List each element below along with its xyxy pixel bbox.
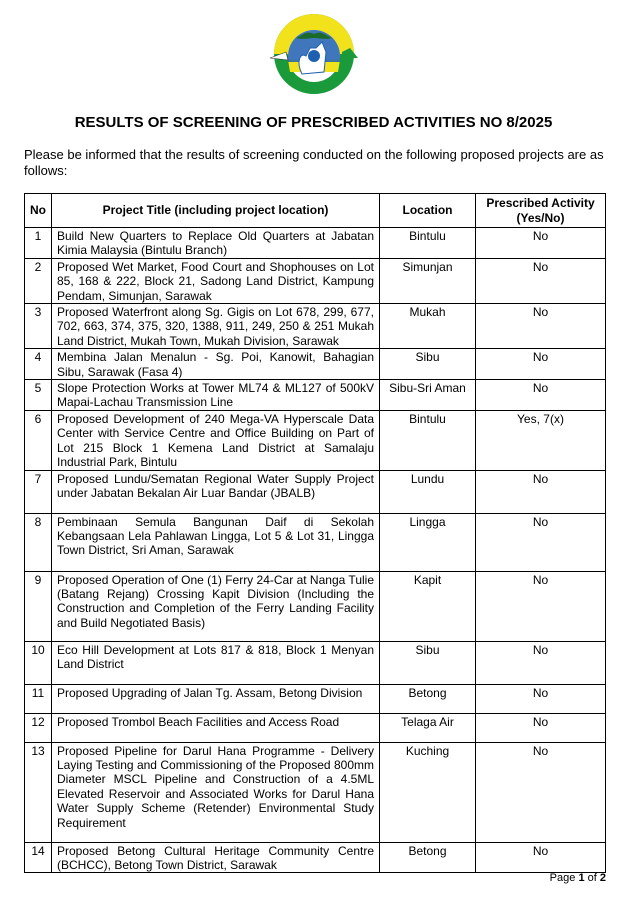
prescribed-activity: No <box>475 303 606 350</box>
row-number: 8 <box>24 512 52 572</box>
row-number: 14 <box>24 841 52 874</box>
row-number: 12 <box>24 712 52 743</box>
project-location: Kuching <box>379 741 476 843</box>
prescribed-activity: No <box>475 469 606 514</box>
project-location: Sibu <box>379 640 476 685</box>
prescribed-activity: No <box>475 227 606 259</box>
table-row: 13 Proposed Pipeline for Darul Hana Progr… <box>24 741 606 843</box>
project-title: Pembinaan Semula Bangunan Daif di Sekola… <box>51 512 380 572</box>
current-page: 1 <box>578 872 585 884</box>
prescribed-activity: No <box>475 640 606 685</box>
project-title: Proposed Pipeline for Darul Hana Program… <box>51 741 380 843</box>
project-location: Simunjan <box>379 257 476 305</box>
prescribed-activity: No <box>475 512 606 572</box>
row-number: 1 <box>24 227 52 259</box>
project-location: Sibu-Sri Aman <box>379 379 476 411</box>
prescribed-activity: No <box>475 379 606 411</box>
screening-results-table: No Project Title (including project loca… <box>24 193 606 874</box>
row-number: 10 <box>24 640 52 685</box>
row-number: 9 <box>24 570 52 642</box>
prescribed-activity: No <box>475 683 606 714</box>
table-row: 6 Proposed Development of 240 Mega-VA Hyp… <box>24 409 606 471</box>
prescribed-activity: Yes, 7(x) <box>475 409 606 471</box>
header-project-title: Project Title (including project locatio… <box>51 193 380 228</box>
table-row: 3 Proposed Waterfront along Sg. Gigis on … <box>24 303 606 350</box>
page-label: Page <box>549 872 576 884</box>
project-title: Membina Jalan Menalun - Sg. Poi, Kanowit… <box>51 348 380 381</box>
project-location: Betong <box>379 841 476 874</box>
header-no: No <box>24 193 52 228</box>
project-location: Telaga Air <box>379 712 476 743</box>
row-number: 11 <box>24 683 52 714</box>
project-location: Lundu <box>379 469 476 514</box>
row-number: 4 <box>24 348 52 381</box>
project-title: Proposed Wet Market, Food Court and Shop… <box>51 257 380 305</box>
project-title: Eco Hill Development at Lots 817 & 818, … <box>51 640 380 685</box>
table-row: 1 Build New Quarters to Replace Old Quart… <box>24 227 606 259</box>
project-title: Proposed Upgrading of Jalan Tg. Assam, B… <box>51 683 380 714</box>
table-row: 5 Slope Protection Works at Tower ML74 & … <box>24 379 606 411</box>
project-title: Proposed Development of 240 Mega-VA Hype… <box>51 409 380 471</box>
prescribed-activity: No <box>475 570 606 642</box>
project-title: Slope Protection Works at Tower ML74 & M… <box>51 379 380 411</box>
document-title: RESULTS OF SCREENING OF PRESCRIBED ACTIV… <box>74 114 553 131</box>
of-label: of <box>587 872 597 884</box>
table-row: 11 Proposed Upgrading of Jalan Tg. Assam,… <box>24 683 606 714</box>
table-row: 2 Proposed Wet Market, Food Court and Sho… <box>24 257 606 305</box>
row-number: 13 <box>24 741 52 843</box>
intro-paragraph: Please be informed that the results of s… <box>24 147 604 178</box>
project-title: Build New Quarters to Replace Old Quarte… <box>51 227 380 259</box>
total-pages: 2 <box>599 872 606 884</box>
row-number: 7 <box>24 469 52 514</box>
prescribed-activity: No <box>475 348 606 381</box>
header-prescribed-activity: Prescribed Activity (Yes/No) <box>475 193 606 228</box>
row-number: 3 <box>24 303 52 350</box>
page-number: Page 1 of 2 <box>550 872 606 884</box>
table-row: 12 Proposed Trombol Beach Facilities and … <box>24 712 606 743</box>
agency-logo <box>269 14 358 94</box>
project-title: Proposed Waterfront along Sg. Gigis on L… <box>51 303 380 350</box>
prescribed-activity: No <box>475 257 606 305</box>
table-row: 7 Proposed Lundu/Sematan Regional Water S… <box>24 469 606 514</box>
prescribed-activity: No <box>475 712 606 743</box>
project-location: Bintulu <box>379 409 476 471</box>
project-title: Proposed Lundu/Sematan Regional Water Su… <box>51 469 380 514</box>
table-row: 9 Proposed Operation of One (1) Ferry 24-… <box>24 570 606 642</box>
project-title: Proposed Trombol Beach Facilities and Ac… <box>51 712 380 743</box>
project-location: Bintulu <box>379 227 476 259</box>
table-row: 14 Proposed Betong Cultural Heritage Comm… <box>24 841 606 874</box>
project-location: Sibu <box>379 348 476 381</box>
project-location: Kapit <box>379 570 476 642</box>
table-header-row: No Project Title (including project loca… <box>24 193 606 228</box>
table-row: 8 Pembinaan Semula Bangunan Daif di Sekol… <box>24 512 606 572</box>
table-row: 10 Eco Hill Development at Lots 817 & 818… <box>24 640 606 685</box>
header-location: Location <box>379 193 476 228</box>
project-title: Proposed Betong Cultural Heritage Commun… <box>51 841 380 874</box>
row-number: 2 <box>24 257 52 305</box>
row-number: 5 <box>24 379 52 411</box>
project-title: Proposed Operation of One (1) Ferry 24-C… <box>51 570 380 642</box>
row-number: 6 <box>24 409 52 471</box>
project-location: Lingga <box>379 512 476 572</box>
prescribed-activity: No <box>475 741 606 843</box>
project-location: Betong <box>379 683 476 714</box>
prescribed-activity: No <box>475 841 606 874</box>
project-location: Mukah <box>379 303 476 350</box>
table-row: 4 Membina Jalan Menalun - Sg. Poi, Kanowi… <box>24 348 606 381</box>
